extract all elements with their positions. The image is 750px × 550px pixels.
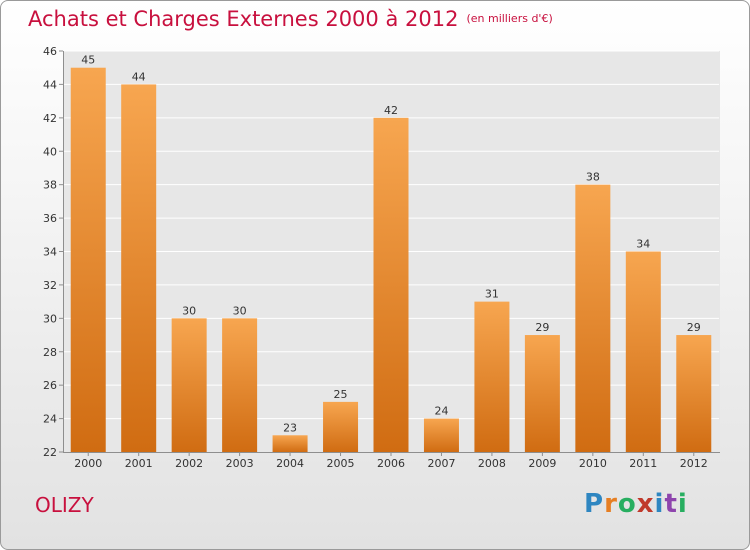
y-tick-label: 44 [43,78,57,91]
data-labels: 45 44 30 30 23 25 42 24 31 29 38 34 29 [81,54,701,435]
y-tick-label: 34 [43,246,57,259]
y-tick-label: 26 [43,379,57,392]
x-tick-label: 2005 [327,457,355,470]
y-tick-label: 32 [43,279,57,292]
data-label: 31 [485,288,499,301]
x-tick-label: 2002 [175,457,203,470]
data-label: 30 [182,304,196,317]
bar [474,301,510,452]
x-tick-label: 2004 [276,457,304,470]
logo-letter: P [584,489,605,519]
bar [171,318,207,452]
logo-letter: i [654,489,665,519]
bar [121,84,157,453]
bar [373,117,409,452]
data-label: 45 [81,54,95,67]
data-label: 29 [687,321,701,334]
logo-letter: o [617,489,637,519]
y-tick-label: 38 [43,179,57,192]
x-tick-label: 2001 [125,457,153,470]
y-tick-label: 46 [43,45,57,58]
data-label: 23 [283,421,297,434]
x-axis-ticks: 2000 2001 2002 2003 2004 2005 2006 2007 2008 2009… [74,452,708,470]
proxiti-logo: Proxiti [584,489,688,519]
bar [423,418,459,452]
bar [575,184,611,452]
bar [222,318,258,452]
x-tick-label: 2011 [629,457,657,470]
data-label: 24 [434,405,448,418]
bar [676,335,712,452]
bar [323,401,359,452]
data-label: 30 [233,304,247,317]
x-tick-label: 2012 [680,457,708,470]
bar [70,67,106,452]
x-tick-label: 2006 [377,457,405,470]
chart-unit: (en milliers d'€) [466,12,553,25]
y-tick-label: 36 [43,212,57,225]
x-tick-label: 2008 [478,457,506,470]
data-label: 42 [384,104,398,117]
data-label: 34 [636,238,650,251]
data-label: 29 [535,321,549,334]
y-axis-ticks: 22 24 26 28 30 32 34 36 38 40 42 44 46 [43,45,63,459]
x-tick-label: 2007 [427,457,455,470]
commune-name: OLIZY [35,493,94,517]
data-label: 38 [586,171,600,184]
data-label: 44 [132,70,146,83]
logo-letter: x [636,489,655,519]
y-tick-label: 28 [43,346,57,359]
data-label: 25 [334,388,348,401]
y-tick-label: 22 [43,446,57,459]
x-tick-label: 2009 [528,457,556,470]
logo-letter: r [604,489,618,519]
bar [272,435,308,452]
bar [625,251,661,452]
x-tick-label: 2010 [579,457,607,470]
y-tick-label: 40 [43,145,57,158]
chart-title-text: Achats et Charges Externes 2000 à 2012 [28,7,459,31]
bar [524,335,560,452]
x-tick-label: 2003 [226,457,254,470]
logo-letter: i [677,489,688,519]
logo-letter: t [664,489,678,519]
y-tick-label: 30 [43,312,57,325]
x-tick-label: 2000 [74,457,102,470]
y-tick-label: 42 [43,112,57,125]
bars [70,67,712,453]
y-tick-label: 24 [43,413,57,426]
chart-title: Achats et Charges Externes 2000 à 2012 (e… [28,7,553,31]
